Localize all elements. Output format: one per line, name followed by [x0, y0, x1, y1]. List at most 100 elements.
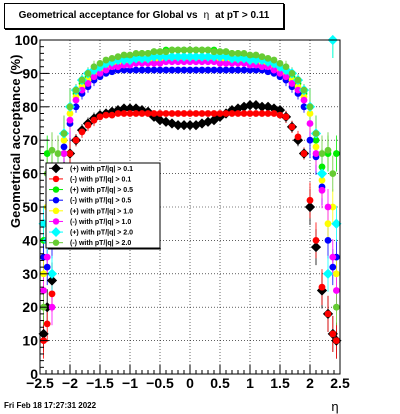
- data-point: [108, 68, 116, 76]
- data-point: [102, 111, 110, 119]
- data-point: [306, 196, 314, 204]
- data-point: [312, 130, 320, 137]
- data-point: [96, 70, 104, 77]
- data-point: [270, 66, 278, 74]
- data-point: [216, 66, 224, 74]
- data-point: [48, 146, 56, 154]
- data-point: [300, 86, 308, 94]
- data-point: [66, 103, 74, 111]
- data-point: [258, 63, 266, 71]
- data-point: [43, 150, 51, 157]
- data-point: [66, 110, 74, 117]
- data-point: [156, 110, 164, 117]
- data-point: [222, 110, 230, 117]
- data-point: [138, 49, 146, 57]
- data-point: [234, 110, 242, 117]
- data-point: [300, 96, 308, 104]
- data-point: [198, 110, 206, 117]
- data-point: [304, 201, 316, 213]
- y-tick-label: 50: [22, 199, 38, 215]
- x-tick-label: 1: [246, 375, 254, 391]
- x-tick-label: −2.5: [26, 375, 54, 391]
- legend-label: (-) with pT/|q| > 0.5: [70, 198, 131, 205]
- data-point: [246, 51, 254, 59]
- data-point: [318, 283, 326, 291]
- data-point: [264, 68, 272, 76]
- data-point: [333, 270, 340, 278]
- data-point: [54, 150, 62, 157]
- y-tick-label: 30: [22, 266, 38, 282]
- data-point: [84, 80, 92, 87]
- data-point: [240, 49, 248, 57]
- y-axis-label: Geometrical acceptance (%): [8, 55, 23, 228]
- data-point: [282, 73, 290, 81]
- x-tick-label: −2: [62, 375, 78, 391]
- data-point: [270, 56, 278, 64]
- data-point: [156, 48, 164, 56]
- title-cut: at pT > 0.11: [215, 10, 270, 21]
- data-point: [78, 76, 86, 84]
- data-point: [324, 203, 332, 211]
- data-point: [258, 110, 266, 117]
- data-point: [174, 66, 182, 74]
- legend-marker: [52, 239, 60, 246]
- data-point: [228, 66, 236, 74]
- data-point: [168, 110, 176, 117]
- data-point: [322, 268, 334, 279]
- data-point: [294, 86, 302, 94]
- data-point: [276, 111, 284, 119]
- data-point: [150, 48, 158, 56]
- data-point: [210, 66, 218, 74]
- data-point: [192, 66, 200, 74]
- data-point: [252, 110, 260, 117]
- data-point: [96, 113, 104, 121]
- data-point: [329, 170, 337, 178]
- data-point: [126, 51, 134, 59]
- data-point: [234, 66, 242, 74]
- data-point: [333, 287, 340, 294]
- data-point: [144, 49, 152, 57]
- x-axis-label: η: [331, 399, 338, 414]
- data-point: [288, 80, 296, 87]
- data-point: [43, 253, 51, 261]
- chart-title: Geometrical acceptance for Global vs η at …: [4, 3, 284, 29]
- data-point: [186, 46, 194, 54]
- legend: (+) with pT/|q| > 0.1 (-) with pT/|q| > 0…: [45, 162, 161, 250]
- data-point: [156, 66, 164, 74]
- data-point: [126, 66, 134, 74]
- data-point: [318, 176, 326, 184]
- data-point: [168, 66, 176, 74]
- data-point: [43, 320, 51, 328]
- data-point: [78, 128, 86, 136]
- data-point: [78, 86, 86, 94]
- y-tick-label: 100: [15, 32, 39, 48]
- data-point: [312, 136, 320, 144]
- data-point: [210, 48, 218, 56]
- data-point: [306, 120, 314, 127]
- data-point: [180, 66, 188, 74]
- data-point: [318, 186, 326, 194]
- legend-label: (-) with pT/|q| > 0.1: [70, 176, 131, 183]
- data-point: [204, 46, 212, 54]
- data-point: [312, 143, 320, 151]
- data-point: [90, 63, 98, 71]
- data-point: [306, 110, 314, 117]
- data-point: [216, 48, 224, 56]
- y-tick-label: 40: [22, 232, 38, 248]
- data-point: [250, 100, 262, 111]
- data-point: [43, 263, 51, 271]
- data-point: [282, 113, 290, 121]
- data-point: [162, 110, 170, 117]
- data-point: [276, 59, 284, 67]
- legend-marker: [52, 175, 60, 183]
- data-point: [316, 168, 328, 179]
- data-point: [324, 310, 332, 318]
- x-tick-label: −1: [122, 375, 138, 391]
- data-point: [222, 66, 230, 74]
- legend-marker: [52, 186, 60, 193]
- data-point: [108, 111, 116, 119]
- data-point: [150, 110, 158, 117]
- data-point: [144, 110, 152, 117]
- data-point: [310, 241, 322, 253]
- data-point: [150, 59, 158, 67]
